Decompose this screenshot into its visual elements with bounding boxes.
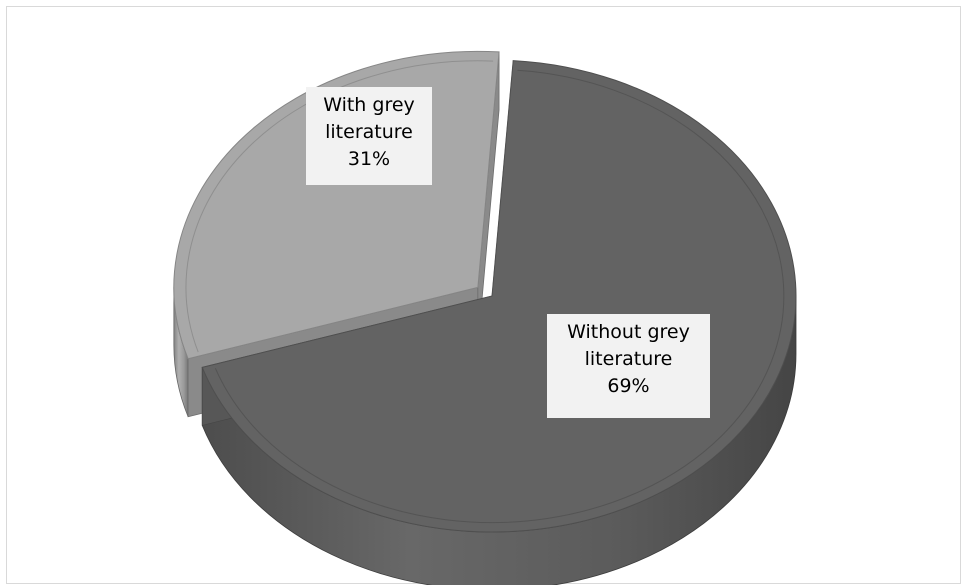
slice-label-without-line1: Without grey — [567, 321, 690, 343]
slice-label-with-line2: literature — [325, 121, 413, 143]
pie-slice-rim — [185, 60, 494, 353]
slice-label-without-line2: literature — [584, 348, 673, 370]
pie-slice-rim — [214, 69, 785, 524]
slice-label-without-grey-literature: Without grey literature 69% — [547, 314, 710, 418]
slice-label-without-percent: 69% — [607, 375, 650, 397]
slice-label-with-grey-literature: With grey literature 31% — [306, 87, 432, 185]
slice-label-with-line1: With grey — [323, 94, 415, 116]
slice-label-with-percent: 31% — [347, 148, 391, 170]
